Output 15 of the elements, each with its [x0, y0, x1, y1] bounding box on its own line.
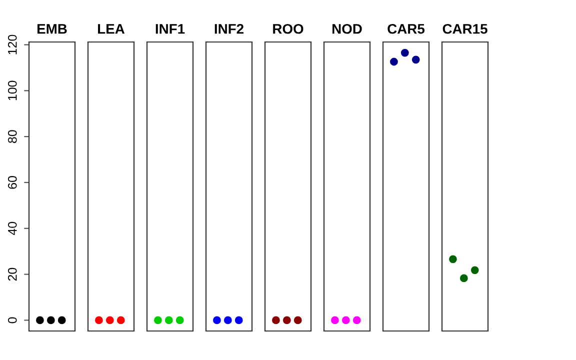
y-tick-label: 20: [8, 268, 17, 281]
x-tick-label: CAR15: [442, 24, 488, 34]
y-tick-label: 100: [8, 80, 17, 100]
x-tick-label: INF2: [214, 24, 244, 34]
y-tick-label: 120: [8, 34, 17, 54]
x-tick-label: CAR5: [388, 24, 425, 34]
x-tick-label: EMB: [37, 24, 67, 34]
x-tick-label: NOD: [332, 24, 362, 34]
x-tick-label: ROO: [273, 24, 304, 34]
y-tick-label: 80: [8, 130, 17, 143]
y-tick-label: 60: [8, 176, 17, 189]
x-tick-label: INF1: [156, 24, 185, 34]
x-tick-label: LEA: [98, 24, 125, 34]
y-tick-label: 0: [8, 317, 17, 324]
y-tick-label: 40: [8, 222, 17, 236]
